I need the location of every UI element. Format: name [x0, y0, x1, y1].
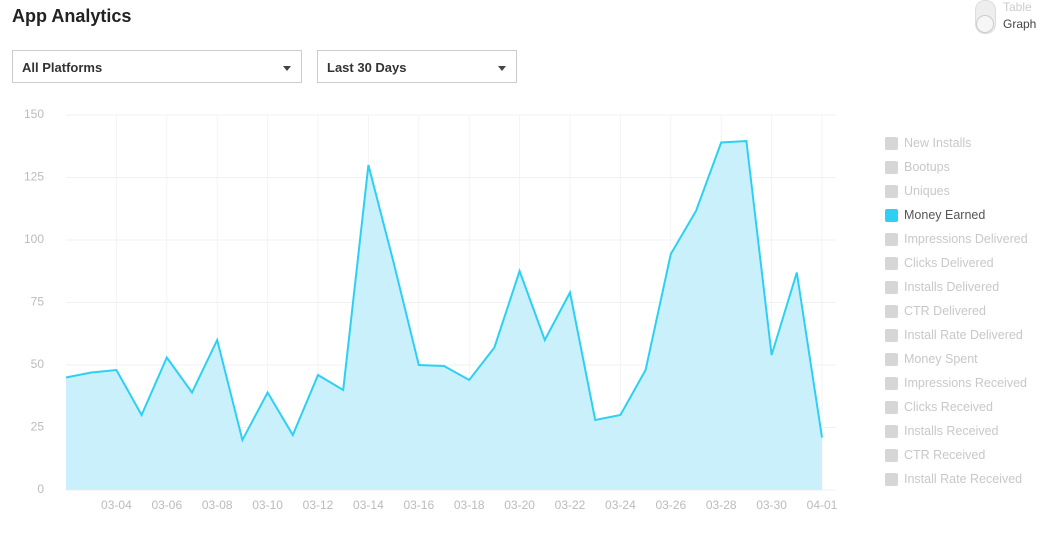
legend-label: Install Rate Delivered [904, 328, 1023, 342]
area [66, 141, 822, 490]
line [65, 139, 823, 443]
legend-item[interactable]: Installs Received [885, 419, 1028, 443]
toggle-knob [976, 15, 994, 33]
toggle-option[interactable]: Graph [1003, 17, 1037, 31]
legend-swatch[interactable] [885, 472, 898, 486]
legend-label: Uniques [904, 184, 950, 198]
legend-item[interactable]: CTR Delivered [885, 299, 1028, 323]
legend-label: Clicks Received [904, 400, 993, 414]
legend-swatch[interactable] [885, 256, 898, 270]
x-tick-label: 03-14 [353, 498, 384, 512]
legend-swatch[interactable] [885, 160, 898, 174]
legend-item[interactable]: Install Rate Delivered [885, 323, 1028, 347]
x-tick-label: 03-24 [605, 498, 636, 512]
legend-label: Installs Delivered [904, 280, 1000, 294]
platform-dropdown[interactable]: All Platforms [12, 50, 302, 83]
view-toggle[interactable]: Table Graph [975, 0, 1055, 36]
legend-item[interactable]: Uniques [885, 179, 1028, 203]
x-tick-label: 03-10 [252, 498, 283, 512]
legend-swatch[interactable] [885, 208, 898, 222]
legend-item[interactable]: Money Earned [885, 203, 1028, 227]
legend-item[interactable]: New Installs [885, 131, 1028, 155]
legend-label: Impressions Received [904, 376, 1027, 390]
y-tick-label: 100 [24, 232, 44, 246]
range-dropdown[interactable]: Last 30 Days [317, 50, 517, 83]
legend-label: Clicks Delivered [904, 256, 994, 270]
x-tick-label: 03-28 [706, 498, 737, 512]
legend: New Installs Bootups Uniques Money Earned Im… [885, 131, 1028, 491]
x-tick-label: 03-16 [403, 498, 434, 512]
legend-swatch[interactable] [885, 328, 898, 342]
legend-item[interactable]: Impressions Delivered [885, 227, 1028, 251]
x-tick-label: 03-06 [151, 498, 182, 512]
legend-item[interactable]: CTR Received [885, 443, 1028, 467]
legend-swatch[interactable] [885, 448, 898, 462]
legend-swatch[interactable] [885, 424, 898, 438]
legend-swatch[interactable] [885, 184, 898, 198]
toggle-option[interactable]: Table [1003, 0, 1032, 14]
legend-item[interactable]: Money Spent [885, 347, 1028, 371]
chart: 0 25 50 75 100 125 150 03-04 03-06 03-08 03-10 03-1… [24, 107, 838, 512]
legend-swatch[interactable] [885, 280, 898, 294]
legend-swatch[interactable] [885, 376, 898, 390]
legend-label: Money Spent [904, 352, 978, 366]
x-tick-label: 03-12 [303, 498, 334, 512]
x-tick-label: 03-26 [655, 498, 686, 512]
x-tick-label: 03-22 [555, 498, 586, 512]
legend-swatch[interactable] [885, 400, 898, 414]
legend-item[interactable]: Clicks Delivered [885, 251, 1028, 275]
legend-label: CTR Delivered [904, 304, 986, 318]
legend-swatch[interactable] [885, 352, 898, 366]
y-tick-label: 0 [37, 482, 44, 496]
legend-swatch[interactable] [885, 232, 898, 246]
legend-label: CTR Received [904, 448, 986, 462]
legend-label: Impressions Delivered [904, 232, 1028, 246]
page-title: App Analytics [12, 6, 132, 26]
legend-label: New Installs [904, 136, 972, 150]
legend-swatch[interactable] [885, 304, 898, 318]
legend-item[interactable]: Bootups [885, 155, 1028, 179]
dropdown-label: All Platforms [22, 60, 103, 75]
legend-item[interactable]: Install Rate Received [885, 467, 1028, 491]
legend-item[interactable]: Clicks Received [885, 395, 1028, 419]
y-tick-label: 125 [24, 170, 44, 184]
caret [498, 66, 506, 71]
legend-label: Installs Received [904, 424, 999, 438]
x-tick-label: 03-20 [504, 498, 535, 512]
legend-label: Install Rate Received [904, 472, 1023, 486]
y-tick-label: 150 [24, 107, 44, 121]
y-tick-label: 50 [31, 357, 45, 371]
legend-item[interactable]: Impressions Received [885, 371, 1028, 395]
legend-label: Money Earned [904, 208, 986, 222]
x-tick-label: 03-04 [101, 498, 132, 512]
x-tick-label: 04-01 [807, 498, 838, 512]
y-tick-label: 75 [31, 295, 45, 309]
x-tick-label: 03-08 [202, 498, 233, 512]
x-tick-label: 03-18 [454, 498, 485, 512]
caret [283, 66, 291, 71]
legend-item[interactable]: Installs Delivered [885, 275, 1028, 299]
y-tick-label: 25 [31, 420, 45, 434]
x-tick-label: 03-30 [756, 498, 787, 512]
legend-swatch[interactable] [885, 136, 898, 150]
legend-label: Bootups [904, 160, 950, 174]
dropdown-label: Last 30 Days [327, 60, 407, 75]
